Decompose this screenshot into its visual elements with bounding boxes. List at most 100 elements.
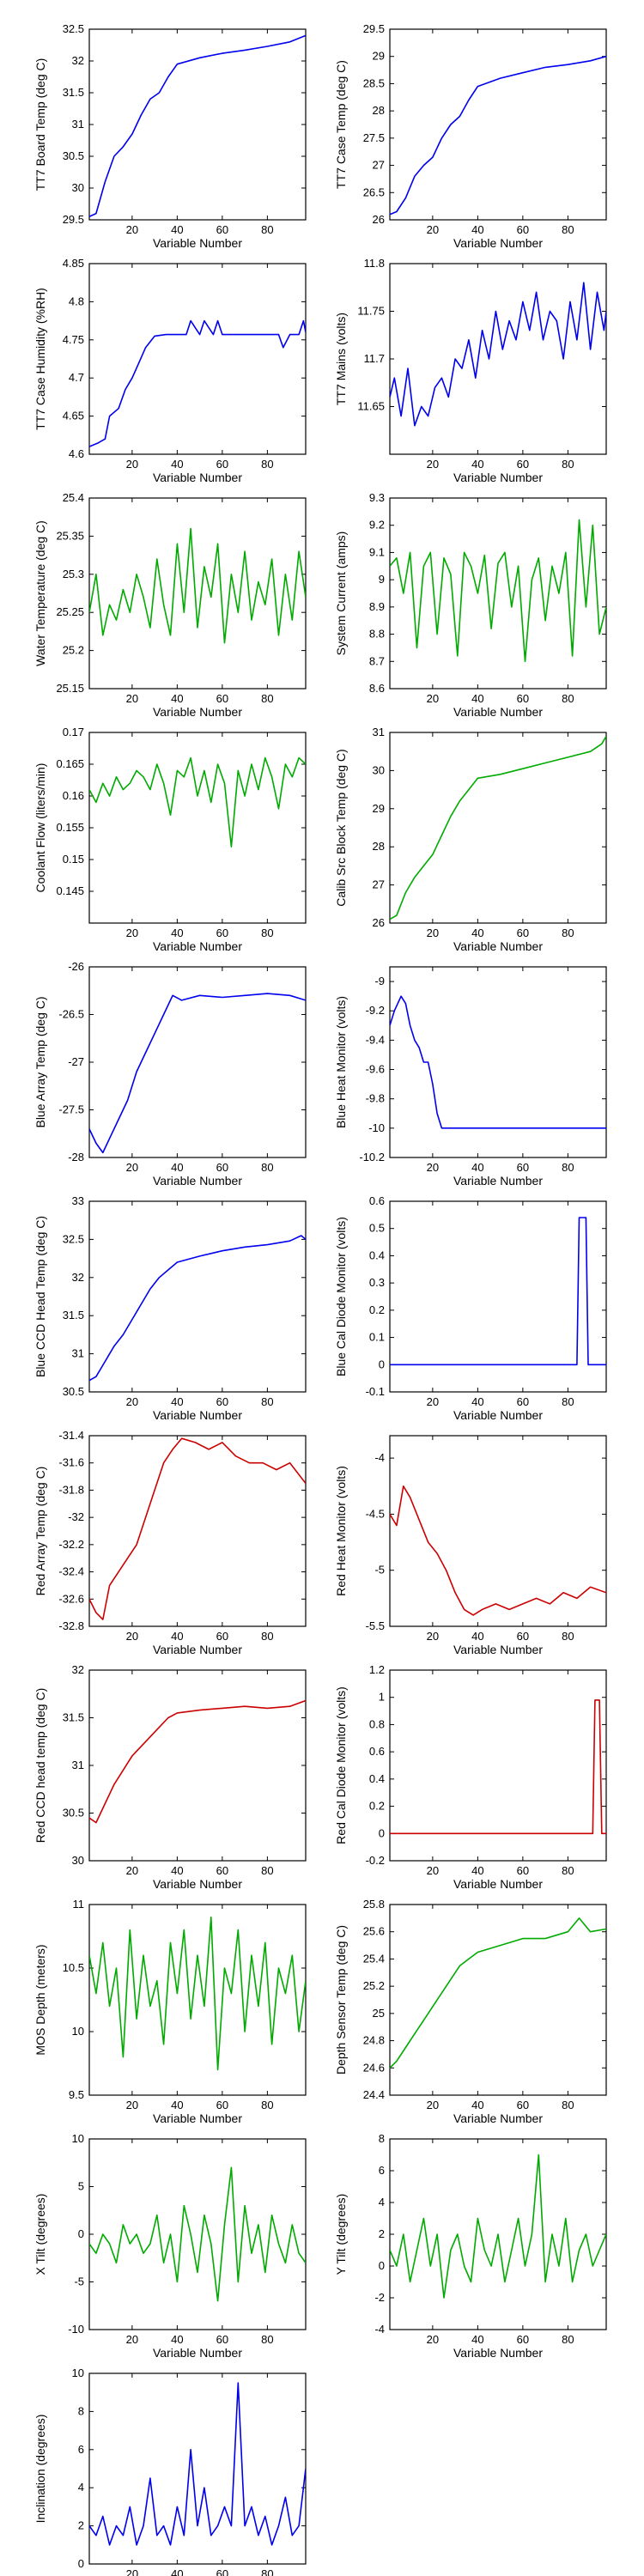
x-tick-label: 40: [171, 2333, 183, 2346]
y-axis-label: Blue Heat Monitor (volts): [334, 996, 348, 1128]
y-tick-label: 0: [379, 2259, 385, 2272]
axes-frame: [88, 732, 307, 924]
subplot-13: -32.8 -32.6 -32.4 -32.2 -32 -31.8 -31.6 -31.4 20…: [33, 1429, 307, 1656]
series-line: [89, 1699, 306, 1824]
y-tick-label: 31: [72, 1759, 84, 1771]
x-tick-label: 40: [471, 1864, 483, 1877]
series-line: [89, 527, 306, 644]
subplot-7: 0.145 0.15 0.155 0.16 0.165 0.17 20 40 60 80 Varia…: [33, 726, 307, 953]
x-tick-label: 40: [471, 2333, 483, 2346]
y-tick-label: 0.5: [369, 1222, 385, 1235]
x-tick-label: 60: [517, 1630, 529, 1643]
y-tick-label: 0.15: [63, 853, 84, 866]
x-axis-label: Variable Number: [153, 939, 242, 953]
x-tick-label: 60: [216, 2333, 228, 2346]
y-tick-label: 32: [72, 54, 84, 67]
axes-frame: [389, 1435, 607, 1627]
y-tick-label: 25: [373, 2007, 385, 2020]
axes-frame: [88, 497, 307, 690]
y-tick-label: -10: [368, 1121, 385, 1134]
y-tick-label: 31: [72, 118, 84, 131]
y-tick-label: -27: [68, 1055, 84, 1068]
subplot-20: -4 -2 0 2 4 6 8 20 40 60 80 Variable Number Y Tilt (…: [334, 2132, 607, 2360]
series-line: [390, 55, 606, 216]
x-tick-label: 80: [261, 692, 273, 705]
series-line: [89, 1437, 306, 1620]
y-axis-label: System Current (amps): [334, 532, 348, 656]
y-tick-label: 29.5: [363, 22, 385, 35]
y-tick-label: -9.8: [366, 1092, 385, 1105]
series-line: [390, 1217, 606, 1366]
x-tick-label: 20: [126, 2567, 138, 2576]
x-tick-label: 60: [517, 1161, 529, 1174]
x-tick-label: 40: [171, 927, 183, 939]
y-tick-label: 0: [379, 1358, 385, 1370]
x-tick-label: 20: [427, 223, 439, 236]
y-tick-label: 26.5: [363, 185, 385, 198]
y-tick-label: -32.6: [58, 1592, 84, 1605]
axes-frame: [88, 263, 307, 455]
y-tick-label: 31: [72, 1347, 84, 1360]
x-tick-label: 20: [427, 2333, 439, 2346]
y-axis-label: Coolant Flow (liters/min): [33, 763, 47, 893]
x-tick-label: 40: [171, 2099, 183, 2111]
y-tick-label: 8.8: [369, 628, 385, 641]
y-tick-label: 4.8: [69, 295, 84, 307]
y-tick-label: 8.7: [369, 654, 385, 667]
y-tick-label: 10: [72, 2366, 84, 2379]
y-tick-label: 9.1: [369, 545, 385, 558]
y-tick-label: 4: [379, 2196, 385, 2208]
y-tick-label: 29.5: [63, 213, 84, 226]
x-tick-label: 80: [261, 1864, 273, 1877]
y-axis-label: TT7 Mains (volts): [334, 313, 348, 405]
x-axis-label: Variable Number: [453, 939, 543, 953]
x-tick-label: 60: [517, 1395, 529, 1408]
y-tick-label: 0.4: [369, 1772, 385, 1785]
x-tick-label: 40: [471, 458, 483, 471]
subplot-9: -28 -27.5 -27 -26.5 -26 20 40 60 80 Variable Numb…: [33, 960, 307, 1188]
x-axis-label: Variable Number: [153, 1643, 242, 1656]
y-tick-label: 32.5: [63, 22, 84, 35]
x-tick-label: 60: [517, 2333, 529, 2346]
axes-frame: [88, 1904, 307, 2096]
x-tick-label: 20: [126, 927, 138, 939]
x-tick-label: 20: [126, 692, 138, 705]
y-tick-label: 25.8: [363, 1898, 385, 1911]
subplot-5: 25.15 25.2 25.25 25.3 25.35 25.4 20 40 60 80 Varia…: [33, 491, 307, 719]
y-tick-label: 0.2: [369, 1303, 385, 1316]
y-tick-label: 0.165: [56, 757, 84, 770]
axes-frame: [88, 28, 307, 221]
y-tick-label: 24.6: [363, 2061, 385, 2074]
y-tick-label: 25.25: [56, 605, 84, 618]
x-tick-label: 60: [216, 1161, 228, 1174]
x-tick-label: 60: [216, 1395, 228, 1408]
x-tick-label: 20: [427, 1864, 439, 1877]
x-tick-label: 40: [471, 2099, 483, 2111]
x-tick-label: 20: [126, 1161, 138, 1174]
y-tick-label: 11.7: [364, 352, 385, 365]
y-tick-label: -31.6: [58, 1456, 84, 1469]
y-tick-label: -5: [374, 1564, 385, 1577]
y-tick-label: 0.1: [369, 1331, 385, 1344]
x-tick-label: 80: [261, 1395, 273, 1408]
subplot-15: 30 30.5 31 31.5 32 20 40 60 80 Variable Number Red…: [33, 1663, 307, 1891]
y-tick-label: -10.2: [359, 1151, 385, 1163]
y-tick-label: 1.2: [369, 1663, 385, 1676]
series-line: [89, 319, 306, 447]
y-tick-label: 11.75: [357, 305, 385, 318]
y-tick-label: 26: [373, 213, 385, 226]
x-tick-label: 80: [261, 2099, 273, 2111]
y-axis-label: Blue Array Temp (deg C): [33, 996, 47, 1127]
series-line: [89, 756, 306, 848]
y-tick-label: 4.65: [63, 410, 84, 422]
y-axis-label: Red CCD head temp (deg C): [33, 1688, 47, 1844]
x-tick-label: 20: [126, 2099, 138, 2111]
y-tick-label: 31: [373, 726, 385, 738]
y-tick-label: -9.4: [366, 1033, 385, 1046]
y-tick-label: 27: [373, 878, 385, 891]
axes-frame: [88, 1669, 307, 1862]
subplot-3: 4.6 4.65 4.7 4.75 4.8 4.85 20 40 60 80 Variable Nu…: [33, 257, 307, 484]
y-tick-label: -27.5: [58, 1103, 84, 1116]
subplot-2: 26 26.5 27 27.5 28 28.5 29 29.5 20 40 60 80 Variable…: [334, 22, 607, 250]
